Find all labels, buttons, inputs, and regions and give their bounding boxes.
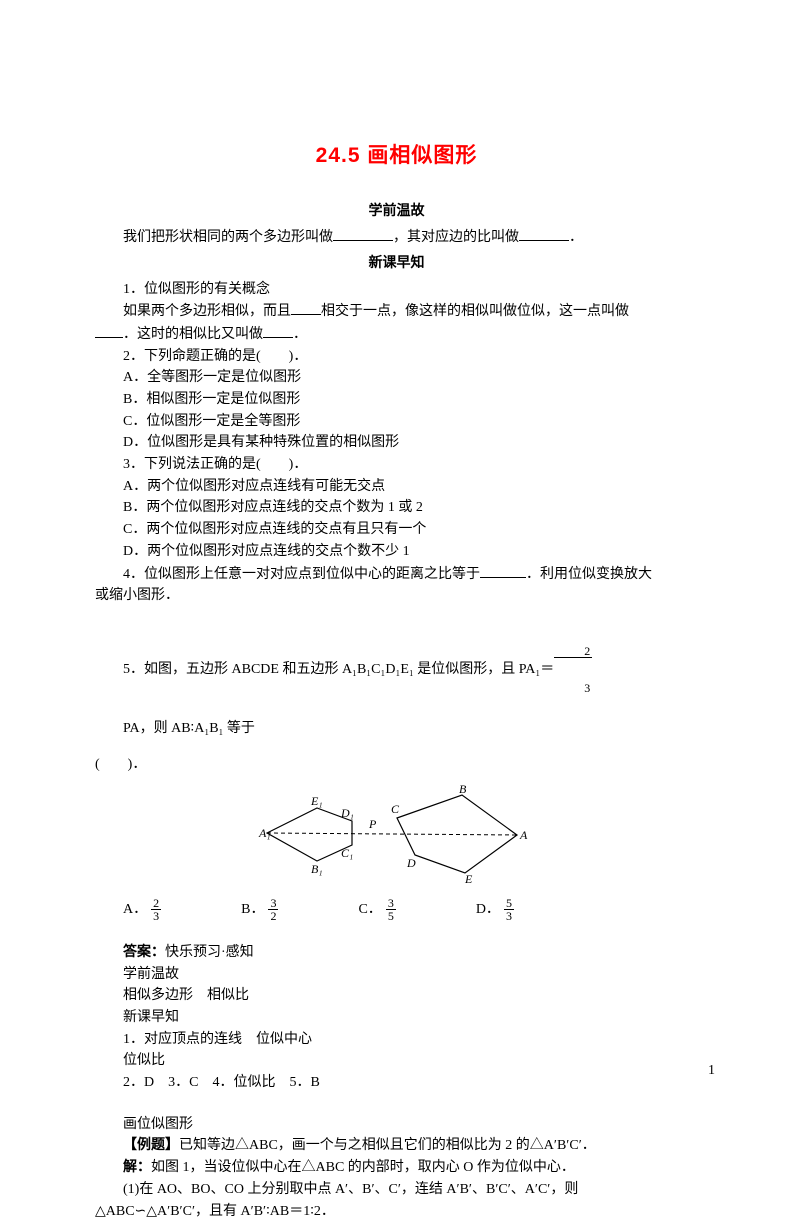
option-C: C． 3 5 bbox=[358, 897, 395, 922]
solution-label: 解： bbox=[123, 1160, 151, 1175]
text: 4．位似图形上任意一对对应点到位似中心的距离之比等于 bbox=[123, 567, 480, 582]
text: ，其对应边的比叫做 bbox=[393, 230, 519, 245]
svg-text:C₁: C₁ bbox=[341, 846, 353, 860]
example-label: 【例题】 bbox=[123, 1138, 179, 1153]
text: ． bbox=[293, 327, 307, 342]
worked-step1a: (1)在 AO、BO、CO 上分别取中点 A′、B′、C′，连结 A′B′、B′… bbox=[95, 1179, 698, 1201]
svg-text:D₁: D₁ bbox=[340, 806, 354, 820]
option-A: A． 2 3 bbox=[123, 897, 161, 922]
text: 如图 1，当设位似中心在△ABC 的内部时，取内心 O 作为位似中心． bbox=[151, 1160, 575, 1175]
q2-A: A．全等图形一定是位似图形 bbox=[95, 367, 698, 389]
blank bbox=[291, 300, 321, 315]
svg-text:E: E bbox=[464, 872, 473, 883]
section-heading-1: 学前温故 bbox=[95, 201, 698, 223]
svg-text:B: B bbox=[459, 783, 467, 796]
ans-l5: 位似比 bbox=[95, 1050, 698, 1072]
denominator: 3 bbox=[504, 910, 514, 922]
svg-text:A: A bbox=[519, 828, 528, 842]
blank bbox=[333, 226, 393, 241]
q3-stem: 3．下列说法正确的是( )． bbox=[95, 454, 698, 476]
svg-text:D: D bbox=[406, 856, 416, 870]
text: 5．如图，五边形 ABCDE 和五边形 A₁B₁C₁D₁E₁ 是位似图形，且 P… bbox=[95, 659, 554, 681]
page: 24.5 画相似图形 学前温故 我们把形状相同的两个多边形叫做 ，其对应边的比叫做… bbox=[0, 0, 793, 1122]
q2-stem: 2．下列命题正确的是( )． bbox=[95, 346, 698, 368]
fraction: 2 3 bbox=[554, 621, 592, 718]
q2-B: B．相似图形一定是位似图形 bbox=[95, 389, 698, 411]
q3-D: D．两个位似图形对应点连线的交点个数不少 1 bbox=[95, 541, 698, 563]
s1-line1: 我们把形状相同的两个多边形叫做 ，其对应边的比叫做 ． bbox=[95, 226, 698, 249]
fraction: 5 3 bbox=[504, 897, 514, 922]
q5-options: A． 2 3 B． 3 2 C． 3 5 D． 5 3 bbox=[95, 897, 698, 922]
page-title: 24.5 画相似图形 bbox=[95, 140, 698, 173]
svg-text:E₁: E₁ bbox=[310, 794, 323, 808]
ans-l1: 学前温故 bbox=[95, 964, 698, 986]
worked-sol: 解：如图 1，当设位似中心在△ABC 的内部时，取内心 O 作为位似中心． bbox=[95, 1157, 698, 1179]
answers-head: 答案：快乐预习·感知 bbox=[95, 942, 698, 964]
option-label: D． bbox=[476, 899, 500, 921]
svg-text:A₁: A₁ bbox=[258, 826, 271, 840]
ans-l4: 1．对应顶点的连线 位似中心 bbox=[95, 1029, 698, 1051]
option-label: A． bbox=[123, 899, 147, 921]
denominator: 3 bbox=[151, 910, 161, 922]
blank bbox=[480, 563, 526, 578]
numerator: 2 bbox=[554, 645, 592, 658]
worked-ex: 【例题】已知等边△ABC，画一个与之相似且它们的相似比为 2 的△A′B′C′． bbox=[95, 1135, 698, 1157]
text: ．利用位似变换放大 bbox=[526, 567, 652, 582]
ans-l2: 相似多边形 相似比 bbox=[95, 985, 698, 1007]
q2-D: D．位似图形是具有某种特殊位置的相似图形 bbox=[95, 432, 698, 454]
answers: 答案：快乐预习·感知 学前温故 相似多边形 相似比 新课早知 1．对应顶点的连线… bbox=[95, 942, 698, 1094]
q5-figure: A₁ E₁ D₁ C₁ B₁ P C B A E D bbox=[95, 783, 698, 891]
svg-text:P: P bbox=[368, 817, 377, 831]
svg-text:B₁: B₁ bbox=[311, 862, 323, 876]
option-label: C． bbox=[358, 899, 381, 921]
answers-label: 答案： bbox=[123, 945, 165, 960]
worked-step1b: △ABC∽△A′B′C′，且有 A′B′∶AB＝1∶2． bbox=[95, 1201, 698, 1222]
worked-title: 画位似图形 bbox=[95, 1114, 698, 1136]
text: 我们把形状相同的两个多边形叫做 bbox=[123, 230, 333, 245]
text: 如果两个多边形相似，而且 bbox=[123, 304, 291, 319]
ans-l3: 新课早知 bbox=[95, 1007, 698, 1029]
text: ．这时的相似比又叫做 bbox=[123, 327, 263, 342]
svg-text:C: C bbox=[391, 802, 400, 816]
section-heading-2: 新课早知 bbox=[95, 253, 698, 275]
blank bbox=[519, 226, 569, 241]
q1-l1: 1．位似图形的有关概念 bbox=[95, 279, 698, 301]
fraction: 3 2 bbox=[268, 897, 278, 922]
fraction: 2 3 bbox=[151, 897, 161, 922]
text: 快乐预习·感知 bbox=[165, 945, 254, 960]
q2-C: C．位似图形一定是全等图形 bbox=[95, 411, 698, 433]
q1-l3: ．这时的相似比又叫做 ． bbox=[95, 323, 698, 346]
q5-line: 5．如图，五边形 ABCDE 和五边形 A₁B₁C₁D₁E₁ 是位似图形，且 P… bbox=[95, 621, 698, 740]
text: 已知等边△ABC，画一个与之相似且它们的相似比为 2 的△A′B′C′． bbox=[179, 1138, 596, 1153]
figure-svg: A₁ E₁ D₁ C₁ B₁ P C B A E D bbox=[258, 783, 528, 883]
blank bbox=[95, 323, 123, 338]
denominator: 2 bbox=[268, 910, 278, 922]
fraction: 3 5 bbox=[386, 897, 396, 922]
option-B: B． 3 2 bbox=[241, 897, 278, 922]
q3-A: A．两个位似图形对应点连线有可能无交点 bbox=[95, 476, 698, 498]
option-D: D． 5 3 bbox=[476, 897, 514, 922]
text: PA，则 AB∶A₁B₁ 等于 bbox=[95, 718, 255, 740]
denominator: 3 bbox=[554, 682, 592, 694]
worked-example: 画位似图形 【例题】已知等边△ABC，画一个与之相似且它们的相似比为 2 的△A… bbox=[95, 1114, 698, 1222]
ans-l6: 2．D 3．C 4．位似比 5．B bbox=[95, 1072, 698, 1094]
text: ． bbox=[569, 230, 583, 245]
q4-b: 或缩小图形． bbox=[95, 585, 698, 607]
q4-a: 4．位似图形上任意一对对应点到位似中心的距离之比等于 ．利用位似变换放大 bbox=[95, 563, 698, 586]
blank bbox=[263, 323, 293, 338]
q3-C: C．两个位似图形对应点连线的交点有且只有一个 bbox=[95, 519, 698, 541]
q3-B: B．两个位似图形对应点连线的交点个数为 1 或 2 bbox=[95, 497, 698, 519]
text: 相交于一点，像这样的相似叫做位似，这一点叫做 bbox=[321, 304, 629, 319]
denominator: 5 bbox=[386, 910, 396, 922]
option-label: B． bbox=[241, 899, 264, 921]
q1-l2: 如果两个多边形相似，而且 相交于一点，像这样的相似叫做位似，这一点叫做 bbox=[95, 300, 698, 323]
q5-paren: ( )． bbox=[95, 754, 698, 776]
page-number: 1 bbox=[708, 1060, 715, 1082]
